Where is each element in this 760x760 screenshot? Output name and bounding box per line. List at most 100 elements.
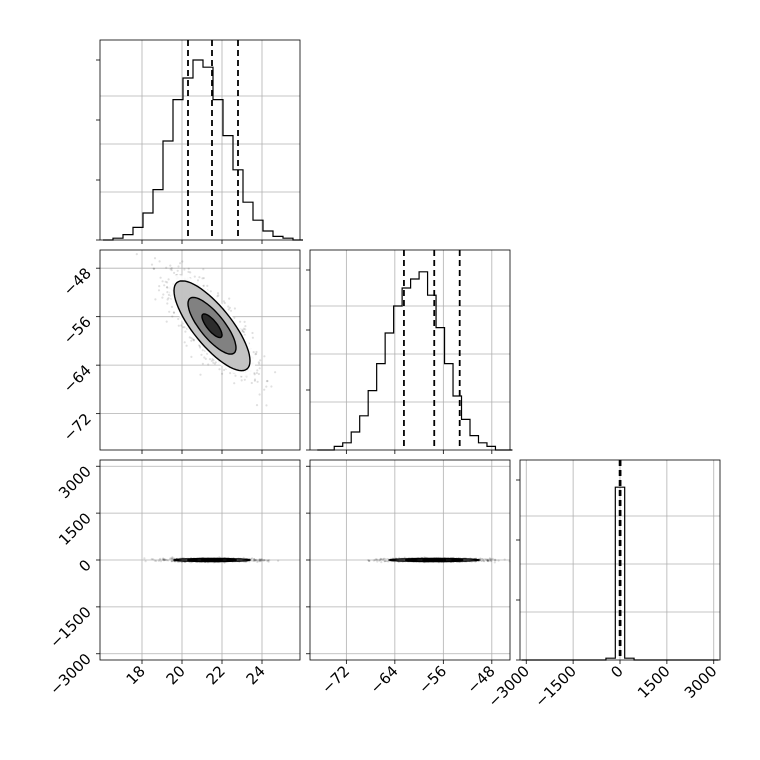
sample-point: [206, 284, 209, 287]
sample-point: [229, 372, 232, 375]
sample-point: [187, 270, 190, 273]
sample-point: [165, 266, 168, 269]
sample-point: [172, 311, 175, 314]
sample-point: [172, 311, 176, 314]
x-tick-labels-col-1: 18 20 22 24: [123, 660, 269, 688]
sample-point: [177, 317, 180, 321]
sample-point: [179, 262, 182, 265]
sample-point: [158, 260, 161, 263]
sample-point: [242, 327, 246, 330]
sample-point: [180, 324, 183, 327]
sample-point: [201, 349, 204, 352]
sample-point: [253, 379, 256, 382]
sample-point: [177, 265, 180, 268]
sample-point: [234, 374, 237, 377]
sample-point: [257, 560, 260, 563]
sample-point: [164, 558, 167, 561]
sample-point: [240, 375, 243, 378]
sample-point: [216, 292, 220, 295]
panel-background: [100, 40, 300, 240]
panel-background: [310, 250, 510, 450]
panel-border: [99, 249, 301, 451]
sample-point: [209, 290, 212, 293]
sample-point: [255, 371, 258, 375]
contour-level-3: [201, 313, 223, 339]
sample-point: [167, 559, 170, 562]
sample-point: [265, 559, 268, 562]
sample-point: [265, 380, 269, 383]
sample-point: [376, 558, 379, 561]
sample-point: [378, 559, 381, 562]
sample-point: [177, 324, 180, 327]
sample-point: [158, 285, 161, 288]
y-tick-label: 3000: [55, 462, 95, 502]
sample-point: [190, 337, 193, 340]
sample-point: [190, 339, 193, 342]
sample-point: [184, 330, 187, 333]
sample-point: [243, 320, 246, 323]
sample-point: [267, 559, 270, 562]
sample-point: [277, 559, 280, 562]
sample-point: [486, 559, 489, 562]
sample-point: [159, 557, 162, 560]
histogram-steps: [103, 59, 303, 241]
sample-point: [373, 559, 376, 562]
sample-point: [258, 558, 261, 561]
sample-point: [265, 385, 268, 388]
x-tick-label: −64: [367, 662, 402, 697]
sample-point: [258, 558, 261, 561]
sample-point: [153, 559, 156, 562]
sample-point: [257, 372, 260, 376]
sample-point: [159, 276, 162, 279]
sample-point: [479, 557, 482, 560]
sample-point: [376, 560, 379, 563]
sample-point: [253, 372, 256, 375]
sample-point: [152, 558, 155, 561]
sample-point: [488, 557, 491, 561]
sample-point: [259, 559, 262, 562]
sample-point: [488, 557, 491, 560]
sample-point: [200, 353, 203, 356]
sample-point: [244, 328, 247, 331]
sample-point: [255, 352, 258, 355]
sample-point: [192, 338, 195, 341]
panel-border: [309, 249, 511, 451]
sample-point: [255, 559, 258, 562]
sample-point: [374, 558, 377, 561]
sample-point: [168, 310, 171, 313]
sample-point: [171, 315, 174, 318]
y-tick-label: −56: [60, 313, 95, 348]
sample-point: [260, 558, 264, 561]
sample-point: [489, 559, 492, 562]
sample-point: [263, 558, 266, 562]
sample-point: [170, 557, 173, 560]
sample-point: [383, 557, 386, 561]
x-tick-labels-col-2: −72 −64 −56 −48: [318, 660, 499, 697]
sample-point: [154, 298, 157, 301]
sample-point: [489, 560, 492, 563]
sample-point: [208, 358, 212, 361]
sample-point: [241, 328, 244, 331]
sample-point: [183, 341, 186, 344]
x-tick-label: −72: [318, 662, 353, 697]
sample-point: [266, 559, 269, 562]
sample-point: [274, 371, 277, 374]
panel-border: [99, 39, 301, 241]
sample-point: [198, 276, 201, 279]
sample-point: [227, 308, 230, 311]
sample-point: [182, 326, 185, 329]
sample-point: [217, 294, 220, 297]
sample-point: [256, 560, 259, 564]
sample-point: [375, 558, 378, 561]
sample-point: [165, 320, 168, 323]
sample-point: [260, 559, 263, 562]
sample-point: [207, 363, 210, 366]
scatter-panel-1-2: [99, 249, 301, 451]
sample-point: [494, 559, 497, 562]
sample-point: [201, 362, 204, 365]
sample-point: [171, 556, 174, 559]
sample-point: [185, 344, 188, 347]
sample-point: [503, 558, 506, 561]
sample-point: [167, 297, 170, 300]
sample-point: [257, 361, 260, 364]
